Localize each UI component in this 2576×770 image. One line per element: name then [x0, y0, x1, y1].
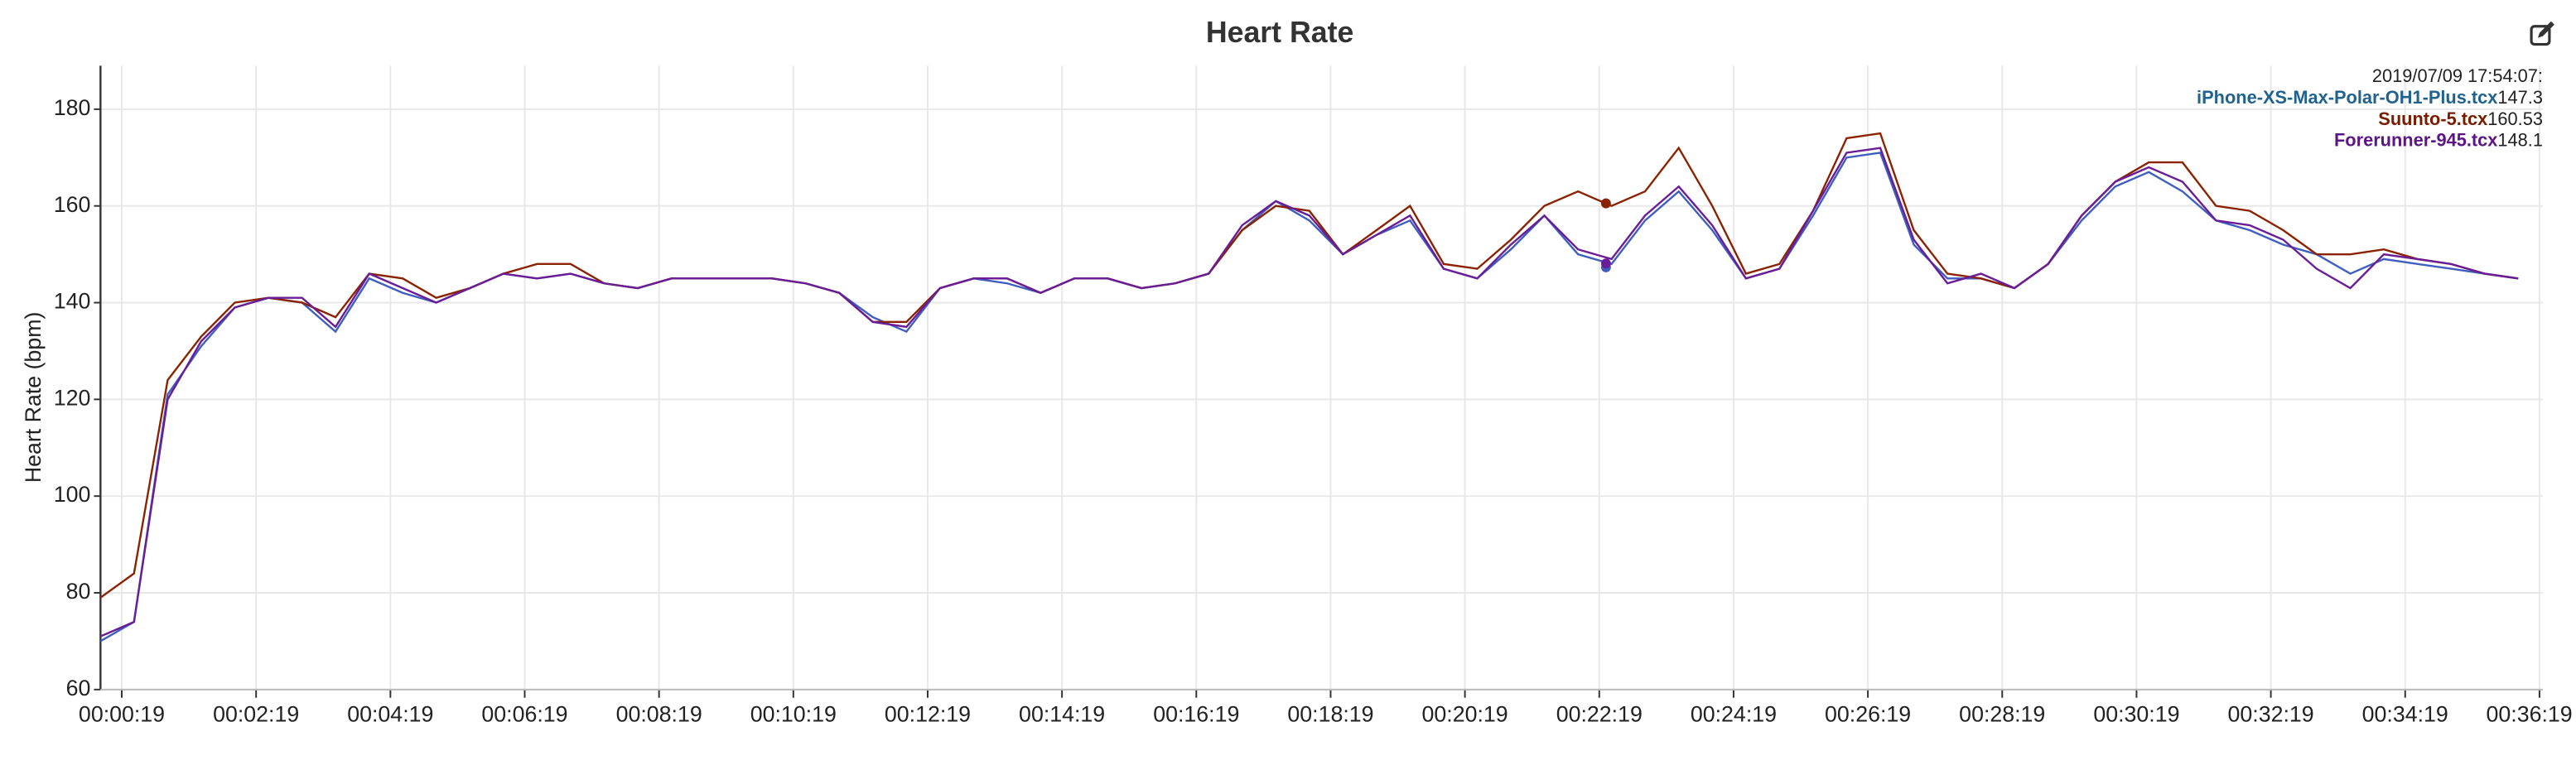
x-tick-label: 00:08:19: [616, 702, 702, 727]
series-line: [99, 147, 2519, 638]
x-tick-label: 00:34:19: [2362, 702, 2448, 727]
x-tick-label: 00:32:19: [2228, 702, 2314, 727]
x-tick-label: 00:02:19: [213, 702, 299, 727]
tooltip-title: 2019/07/09 17:54:07:: [2372, 65, 2543, 86]
x-tick-label: 00:04:19: [347, 702, 433, 727]
x-tick-label: 00:30:19: [2093, 702, 2179, 727]
x-tick-label: 00:06:19: [481, 702, 567, 727]
tooltip-row: Forerunner-945.tcx148.1: [2334, 129, 2543, 150]
x-tick-label: 00:18:19: [1287, 702, 1373, 727]
tooltip-marker: [1600, 198, 1611, 209]
tooltip-row: Suunto-5.tcx160.53: [2378, 108, 2543, 129]
y-tick-label: 160: [54, 192, 91, 217]
y-tick-label: 140: [54, 289, 91, 314]
series-line: [99, 132, 2519, 599]
x-tick-label: 00:16:19: [1153, 702, 1239, 727]
x-tick-label: 00:24:19: [1691, 702, 1777, 727]
x-tick-label: 00:14:19: [1019, 702, 1105, 727]
y-tick-label: 180: [54, 95, 91, 120]
y-tick-label: 60: [66, 676, 91, 700]
y-axis-label: Heart Rate (bpm): [21, 312, 46, 484]
tooltip-value: 160.53: [2487, 108, 2543, 129]
x-tick-label: 00:36:19: [2487, 702, 2573, 727]
tooltip-value: 147.3: [2497, 87, 2543, 108]
legend-entry: Suunto-5.tcx: [2378, 108, 2487, 129]
tooltip-row: iPhone-XS-Max-Polar-OH1-Plus.tcx147.3: [2197, 87, 2543, 108]
x-tick-label: 00:22:19: [1556, 702, 1643, 727]
y-tick-label: 120: [54, 385, 91, 410]
y-tick-label: 100: [54, 482, 91, 507]
x-tick-label: 00:20:19: [1422, 702, 1508, 727]
chart-title: Heart Rate: [1206, 16, 1354, 49]
x-tick-label: 00:12:19: [885, 702, 971, 727]
x-tick-label: 00:28:19: [1959, 702, 2045, 727]
series-line: [99, 152, 2519, 642]
legend-entry: Forerunner-945.tcx: [2334, 129, 2497, 150]
x-tick-label: 00:10:19: [750, 702, 837, 727]
tooltip-value: 148.1: [2497, 129, 2543, 150]
legend-entry: iPhone-XS-Max-Polar-OH1-Plus.tcx: [2197, 87, 2497, 108]
x-tick-label: 00:00:19: [79, 702, 165, 727]
tooltip-marker: [1600, 258, 1611, 269]
y-tick-label: 80: [66, 579, 91, 604]
x-tick-label: 00:26:19: [1825, 702, 1911, 727]
edit-icon[interactable]: [2530, 21, 2554, 46]
